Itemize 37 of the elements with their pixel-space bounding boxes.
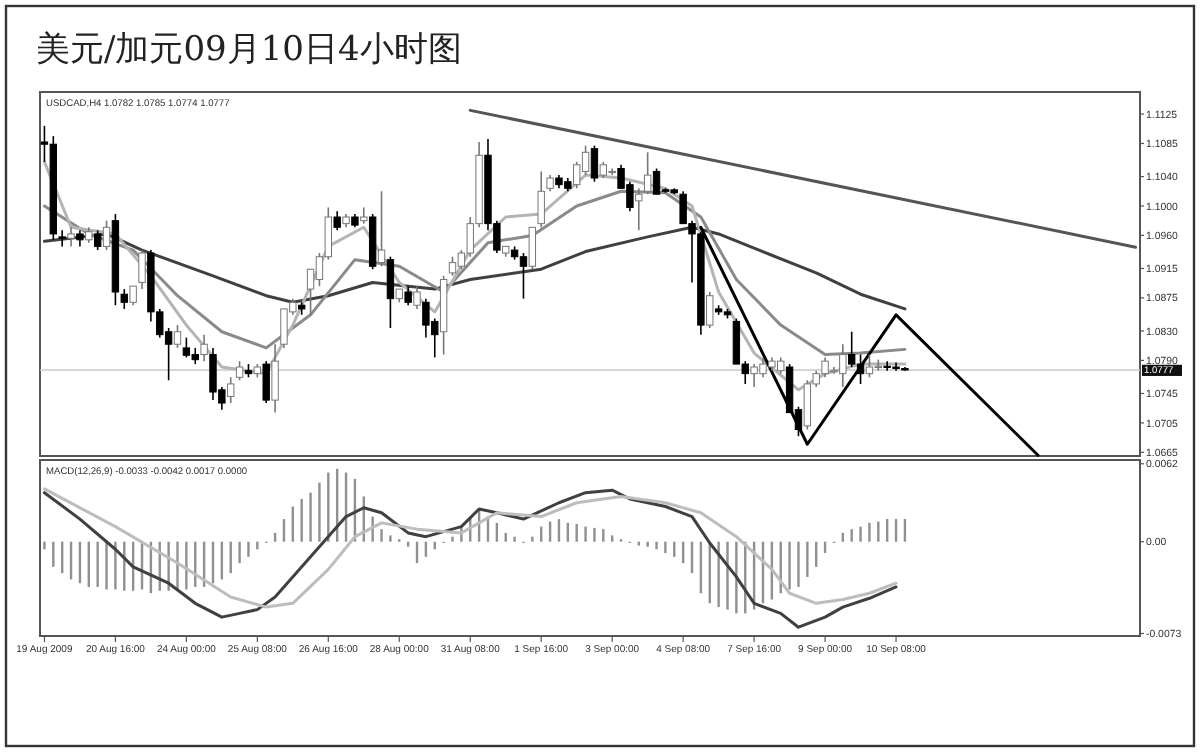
candlestick: [652, 167, 661, 196]
candlestick: [58, 229, 66, 248]
candlestick: [865, 353, 874, 379]
candlestick: [856, 353, 865, 385]
candlestick: [333, 210, 341, 232]
candlestick: [235, 360, 244, 382]
candlestick: [386, 255, 395, 329]
chart-title: 美元/加元09月10日4小时图: [36, 30, 462, 70]
candlestick: [537, 170, 545, 229]
candlestick: [528, 226, 537, 271]
candlestick: [182, 336, 191, 359]
candlestick: [847, 330, 856, 368]
line-series: [42, 225, 907, 311]
candlestick: [200, 333, 208, 362]
candlestick: [404, 285, 412, 307]
candlestick: [120, 288, 128, 310]
candlestick: [635, 187, 643, 232]
candlestick: [706, 291, 714, 329]
candlestick: [413, 285, 421, 310]
candlestick: [448, 255, 457, 277]
candlestick: [93, 229, 102, 251]
candlestick: [519, 252, 528, 300]
candlestick: [173, 324, 182, 349]
candlestick: [102, 219, 111, 251]
candlestick: [643, 151, 652, 196]
candlestick: [590, 144, 599, 183]
candlestick: [803, 379, 812, 431]
candlestick: [262, 360, 270, 404]
candlestick: [360, 206, 368, 225]
candlestick: [271, 343, 279, 414]
candlestick: [67, 226, 75, 248]
candlestick: [377, 190, 386, 268]
candlestick: [227, 376, 235, 404]
line-series: [42, 160, 907, 392]
line-series: [42, 189, 907, 357]
candlestick: [129, 285, 137, 307]
candlestick: [138, 249, 146, 290]
